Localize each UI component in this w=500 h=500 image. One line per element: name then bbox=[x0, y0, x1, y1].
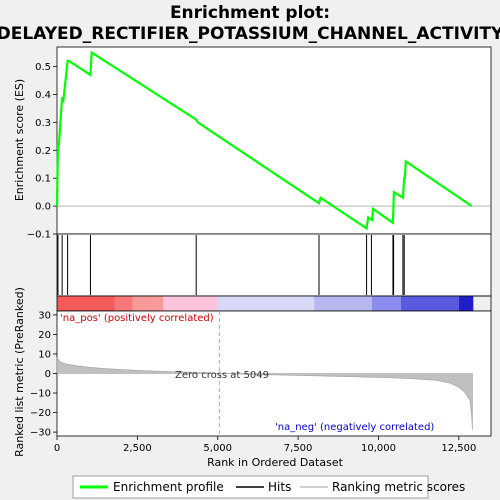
x-axis-ticks: 0 2,500 5,000 7,500 10,000 12,500 bbox=[54, 436, 476, 454]
es-y-tick-label: 0.3 bbox=[35, 118, 51, 129]
chart-title-line1: Enrichment plot: bbox=[170, 3, 330, 23]
x-tick-label: 0 bbox=[54, 443, 60, 454]
metric-y-tick-label: −10 bbox=[30, 389, 51, 400]
hits-panel bbox=[56, 233, 492, 297]
color-bar-segment bbox=[132, 296, 164, 311]
x-tick-label: 2,500 bbox=[123, 443, 152, 454]
color-bar-segment bbox=[372, 296, 401, 311]
enrichment-profile-line bbox=[55, 50, 473, 231]
x-tick-label: 7,500 bbox=[284, 443, 313, 454]
legend-enrichment-label: Enrichment profile bbox=[113, 480, 224, 494]
es-y-ticks: −0.1 0.0 0.1 0.2 0.3 0.4 0.5 bbox=[27, 62, 57, 241]
x-axis-label: Rank in Ordered Dataset bbox=[207, 456, 344, 469]
metric-y-axis-label: Ranked list metric (PreRanked) bbox=[13, 287, 26, 457]
color-bar-segment bbox=[217, 296, 315, 311]
zero-cross-label: Zero cross at 5049 bbox=[175, 370, 269, 381]
color-bar-segment bbox=[57, 296, 115, 311]
enrichment-profile-path bbox=[55, 50, 473, 231]
metric-y-ticks: −30 −20 −10 0 10 20 30 bbox=[30, 310, 57, 439]
es-y-tick-label: −0.1 bbox=[27, 230, 51, 241]
es-panel bbox=[56, 46, 492, 235]
ranking-metric-area bbox=[56, 357, 473, 431]
metric-y-tick-label: −20 bbox=[30, 408, 51, 419]
color-bar-segment bbox=[458, 296, 474, 311]
hits-markers bbox=[57, 235, 405, 295]
metric-y-tick-label: 0 bbox=[45, 369, 51, 380]
x-tick-label: 12,500 bbox=[441, 443, 476, 454]
metric-y-tick-label: −30 bbox=[30, 428, 51, 439]
color-bar-segment bbox=[163, 296, 218, 311]
es-y-tick-label: 0.1 bbox=[35, 174, 51, 185]
color-bar-segment bbox=[114, 296, 133, 311]
color-bar-segment bbox=[314, 296, 373, 311]
color-bar-segment bbox=[400, 296, 459, 311]
metric-y-tick-label: 10 bbox=[38, 349, 51, 360]
metric-y-tick-label: 20 bbox=[38, 330, 51, 341]
na-neg-label: 'na_neg' (negatively correlated) bbox=[275, 422, 434, 433]
x-tick-label: 10,000 bbox=[361, 443, 396, 454]
es-y-axis-label: Enrichment score (ES) bbox=[13, 79, 26, 201]
metric-y-tick-label: 30 bbox=[38, 310, 51, 321]
x-tick-label: 5,000 bbox=[203, 443, 232, 454]
legend-metric-label: Ranking metric scores bbox=[332, 480, 465, 494]
ranking-color-bar bbox=[57, 296, 474, 311]
ranking-metric-path bbox=[56, 357, 473, 431]
es-y-tick-label: 0.5 bbox=[35, 62, 51, 73]
chart-title-line2: DELAYED_RECTIFIER_POTASSIUM_CHANNEL_ACTI… bbox=[0, 24, 500, 44]
legend-hits-label: Hits bbox=[268, 480, 291, 494]
na-pos-label: 'na_pos' (positively correlated) bbox=[60, 313, 214, 324]
es-y-tick-label: 0.4 bbox=[35, 90, 51, 101]
es-y-tick-label: 0.2 bbox=[35, 146, 51, 157]
es-y-tick-label: 0.0 bbox=[35, 202, 51, 213]
